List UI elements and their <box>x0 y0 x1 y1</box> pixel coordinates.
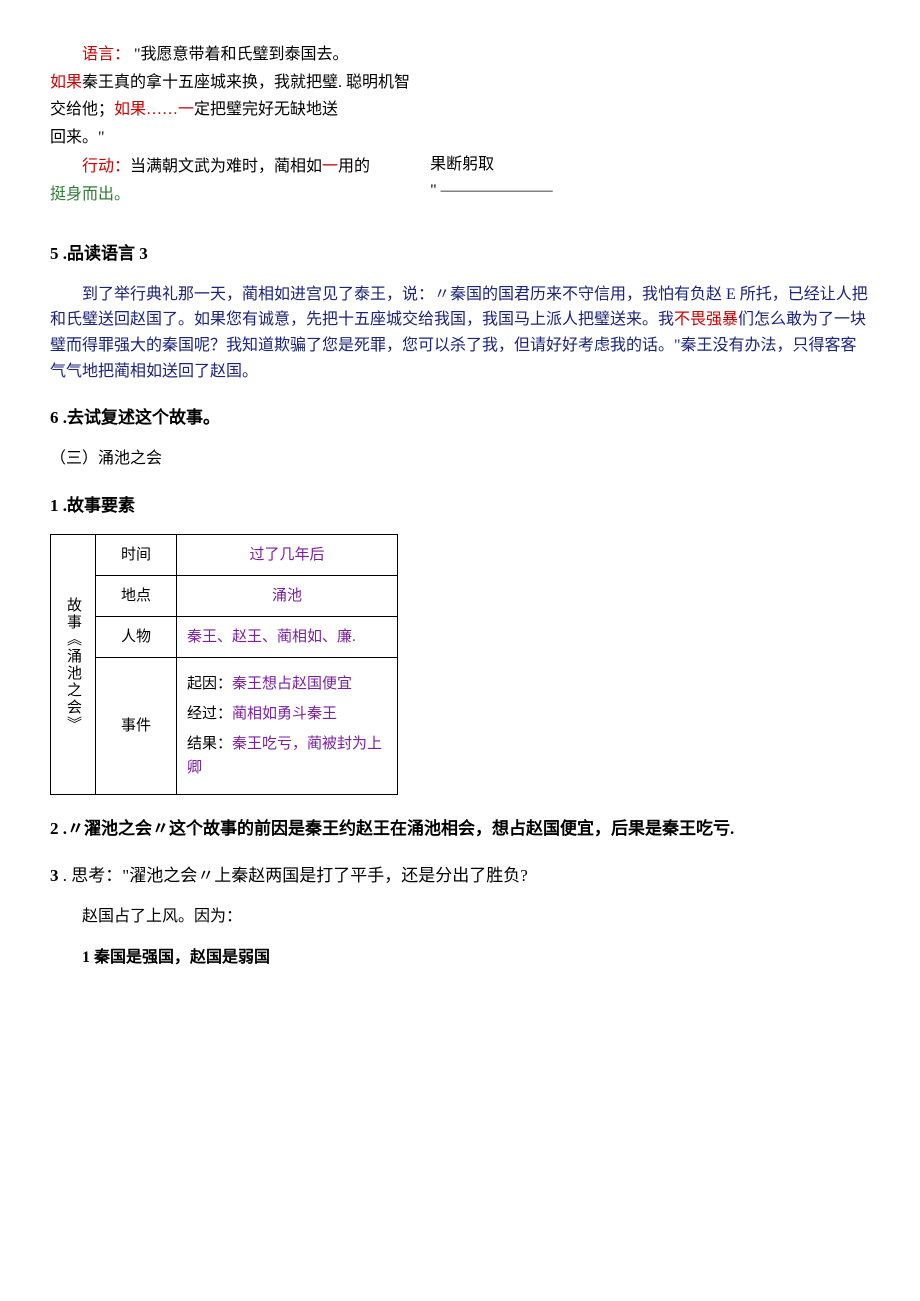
heading-3-text: . 思考："濯池之会〃上秦赵两国是打了平手，还是分出了胜负? <box>59 866 528 885</box>
label-language: 语言： <box>82 46 130 63</box>
table-row-event-val: 起因：秦王想占赵国便宜 经过：蔺相如勇斗秦王 结果：秦王吃亏，蔺被封为上卿 <box>177 658 398 795</box>
quote-line4: 回来。" <box>50 125 870 151</box>
quote-block: 语言： "我愿意带着和氏璧到泰国去。 如果秦王真的拿十五座城来换，我就把璧. 聪… <box>50 42 870 210</box>
heading-2-text: 2 .〃濯池之会〃这个故事的前因是秦王约赵王在涌池相会，想占赵国便宜，后果是秦王… <box>50 819 734 838</box>
table-row-time-val: 过了几年后 <box>177 535 398 576</box>
heading-5: 5 .品读语言 3 <box>50 240 870 267</box>
keyword-if1: 如果 <box>50 74 82 91</box>
paragraph-3: 到了举行典礼那一天，蔺相如进宫见了泰王，说：〃秦国的国君历来不守信用，我怕有负赵… <box>50 282 870 384</box>
heading-1: 1 .故事要素 <box>50 492 870 519</box>
event-process-label: 经过： <box>187 706 232 722</box>
action-text1: 当满朝文武为难时，蔺相如 <box>130 158 322 175</box>
table-row-place-val: 涌池 <box>177 576 398 617</box>
event-process-val: 蔺相如勇斗秦王 <box>232 706 337 722</box>
quote-line2b: . 聪明机智 <box>338 74 410 91</box>
quote-line3a: 交给他； <box>50 101 114 118</box>
heading-2: 2 .〃濯池之会〃这个故事的前因是秦王约赵王在涌池相会，想占赵国便宜，后果是秦王… <box>50 815 870 842</box>
event-cause-val: 秦王想占赵国便宜 <box>232 676 352 692</box>
heading-3-num: 3 <box>50 866 59 885</box>
quote-line1: "我愿意带着和氏璧到泰国去。 <box>134 46 349 63</box>
quote-line3b: 定把璧完好无缺地送 <box>194 101 338 118</box>
heading-6: 6 .去试复述这个故事。 <box>50 404 870 431</box>
action-dash: 一 <box>322 158 338 175</box>
table-row-people-val: 秦王、赵王、蔺相如、廉. <box>177 617 398 658</box>
table-row-event-key: 事件 <box>96 658 177 795</box>
table-side-label: 故事《涌池之会》 <box>51 535 96 795</box>
side-note-2: " ——————— <box>430 178 553 204</box>
table-row-people-key: 人物 <box>96 617 177 658</box>
table-row-place-key: 地点 <box>96 576 177 617</box>
para3-highlight: 不畏强暴 <box>674 311 738 328</box>
heading-3: 3 . 思考："濯池之会〃上秦赵两国是打了平手，还是分出了胜负? <box>50 862 870 889</box>
action-text2: 用的 <box>338 158 370 175</box>
table-row-time-key: 时间 <box>96 535 177 576</box>
keyword-if2: 如果……一 <box>114 101 194 118</box>
quote-line2a: 秦王真的拿十五座城来换，我就把璧 <box>82 74 338 91</box>
answer-zhao: 赵国占了上风。因为： <box>82 904 870 930</box>
action-conclusion: 挺身而出。 <box>50 182 370 208</box>
label-action: 行动： <box>82 158 130 175</box>
story-table: 故事《涌池之会》 时间 过了几年后 地点 涌池 人物 秦王、赵王、蔺相如、廉. … <box>50 534 398 795</box>
side-note-1: 果断躬取 <box>430 152 553 178</box>
answer-qin: 1 秦国是强国，赵国是弱国 <box>82 945 870 971</box>
subheading-3: （三）涌池之会 <box>50 446 870 472</box>
event-cause-label: 起因： <box>187 676 232 692</box>
event-result-label: 结果： <box>187 736 232 752</box>
